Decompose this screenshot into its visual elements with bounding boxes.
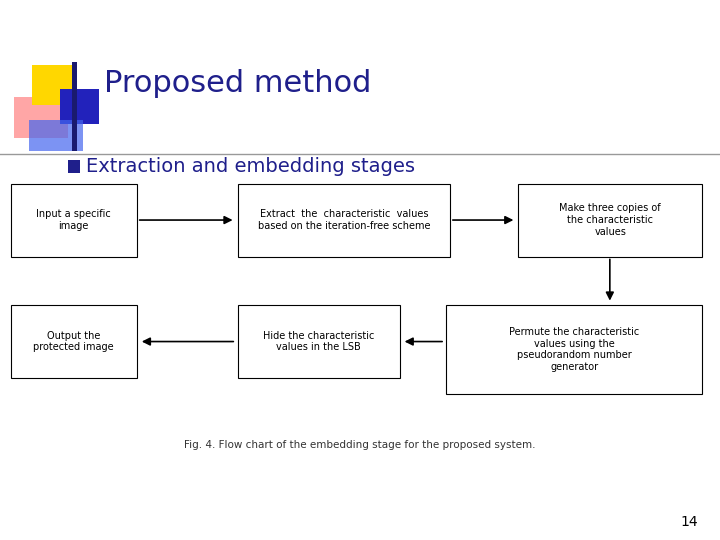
Text: Hide the characteristic
values in the LSB: Hide the characteristic values in the LS… (263, 330, 374, 353)
Bar (72, 62, 77, 151)
Bar (29, 120, 83, 151)
Text: 14: 14 (681, 515, 698, 529)
Text: Fig. 4. Flow chart of the embedding stage for the proposed system.: Fig. 4. Flow chart of the embedding stag… (184, 441, 536, 450)
FancyBboxPatch shape (446, 305, 702, 394)
Bar (14, 97, 68, 138)
FancyBboxPatch shape (11, 305, 137, 378)
FancyBboxPatch shape (238, 184, 450, 256)
Text: Extraction and embedding stages: Extraction and embedding stages (86, 157, 415, 176)
Text: Permute the characteristic
values using the
pseudorandom number
generator: Permute the characteristic values using … (509, 327, 639, 372)
Text: Extract  the  characteristic  values
based on the iteration-free scheme: Extract the characteristic values based … (258, 209, 430, 231)
FancyBboxPatch shape (11, 184, 137, 256)
Text: Output the
protected image: Output the protected image (34, 330, 114, 353)
Bar (60, 89, 99, 124)
Bar (32, 65, 72, 105)
FancyBboxPatch shape (518, 184, 702, 256)
FancyBboxPatch shape (238, 305, 400, 378)
Text: Input a specific
image: Input a specific image (37, 209, 111, 231)
Text: Make three copies of
the characteristic
values: Make three copies of the characteristic … (559, 204, 661, 237)
Text: Proposed method: Proposed method (104, 69, 372, 98)
Bar (68, 160, 80, 173)
